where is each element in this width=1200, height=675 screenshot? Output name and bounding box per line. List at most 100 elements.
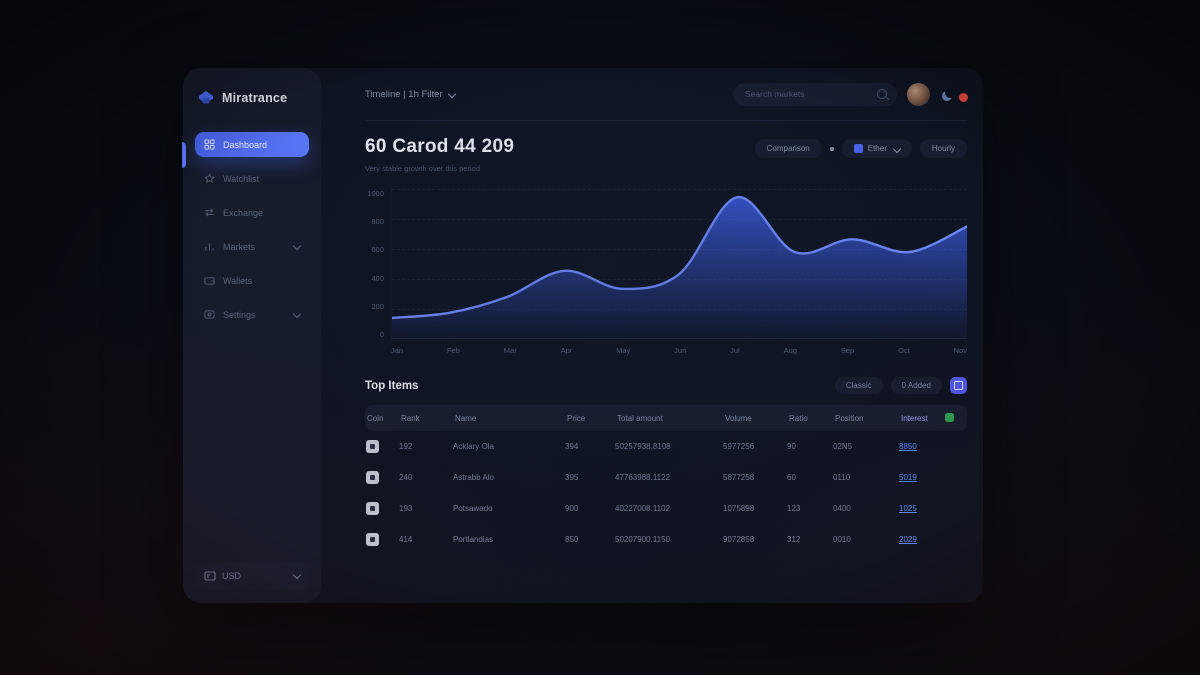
chevron-down-icon [292, 570, 302, 580]
x-tick-label: Apr [560, 346, 573, 355]
balance-section: 60 Carod 44 209 Very stable growth over … [365, 136, 967, 173]
cell-price: 850 [565, 535, 579, 544]
table-row[interactable]: 193 Potsawado 900 40227008.1102 1075898 … [365, 493, 967, 524]
gridline [392, 309, 967, 310]
sidebar: Miratrance Dashboard Watchlist [182, 68, 321, 603]
row-checkbox[interactable] [366, 502, 379, 515]
table-title: Top Items [365, 379, 419, 392]
col-price: Price [567, 413, 586, 423]
cell-position: 0400 [833, 504, 851, 513]
balance-title: 60 Carod 44 209 [365, 136, 515, 157]
interval-button[interactable]: Hourly [919, 139, 967, 158]
sidebar-item-exchange[interactable]: Exchange [195, 200, 309, 225]
sidebar-nav: Dashboard Watchlist Exchange [195, 132, 309, 327]
asset-selector[interactable]: Ether [841, 139, 912, 158]
theme-toggle-icon[interactable] [940, 85, 957, 103]
sidebar-item-label: Wallets [223, 275, 253, 286]
row-link[interactable]: 5019 [899, 473, 917, 482]
row-checkbox[interactable] [366, 533, 379, 546]
col-position: Position [835, 413, 864, 423]
grid-view-button[interactable] [950, 377, 967, 394]
x-tick-label: Feb [446, 346, 460, 355]
x-tick-label: Jul [730, 346, 740, 355]
main-area: Timeline | 1h Filter 60 Carod 44 209 V [321, 68, 983, 603]
chevron-down-icon [447, 89, 456, 99]
timeframe-label: Timeline | 1h Filter [365, 88, 443, 100]
cell-ratio: 90 [787, 442, 796, 451]
row-link[interactable]: 2029 [899, 535, 917, 544]
x-tick-label: May [616, 346, 631, 355]
cell-position: 02N5 [833, 442, 853, 451]
x-tick-label: Mar [503, 346, 517, 355]
cell-volume: 9072858 [723, 535, 755, 544]
sidebar-item-markets[interactable]: Markets [195, 234, 309, 259]
interval-label: Hourly [931, 144, 955, 153]
sidebar-item-dashboard[interactable]: Dashboard [195, 132, 309, 157]
grid-icon [204, 139, 215, 150]
cell-name: Acklary Ola [453, 442, 494, 451]
row-checkbox[interactable] [366, 440, 379, 453]
cell-price: 900 [565, 504, 579, 513]
dashboard-card: Miratrance Dashboard Watchlist [182, 68, 983, 603]
cell-name: Potsawado [453, 504, 493, 513]
sidebar-item-label: Watchlist [223, 173, 260, 184]
search-icon[interactable] [877, 89, 887, 99]
chevron-down-icon [892, 144, 902, 153]
ether-icon [853, 144, 863, 153]
currency-label: USD [222, 571, 242, 581]
y-axis: 1000 800 600 400 200 0 [365, 189, 391, 339]
sidebar-item-label: Markets [223, 241, 256, 252]
grid-view-icon [954, 381, 963, 390]
table-row[interactable]: 192 Acklary Ola 394 50257938.8108 597725… [365, 431, 967, 462]
added-button[interactable]: 0 Added [890, 377, 942, 394]
y-tick-label: 800 [371, 217, 384, 227]
sidebar-item-label: Exchange [223, 207, 264, 218]
chevron-down-icon [292, 309, 302, 318]
sidebar-item-settings[interactable]: Settings [195, 302, 309, 327]
col-amount[interactable]: Total amount [617, 413, 663, 423]
col-volume: Volume [725, 413, 752, 423]
col-ratio: Ratio [789, 413, 808, 423]
search-input[interactable] [743, 88, 877, 100]
logo-icon [197, 90, 215, 106]
row-checkbox[interactable] [366, 471, 379, 484]
balance-subtitle: Very stable growth over this period [365, 164, 481, 173]
notification-badge [957, 91, 970, 104]
cell-amount: 50207900.1150 [615, 535, 671, 544]
cell-volume: 5977256 [723, 442, 755, 451]
wallet-icon [204, 275, 215, 286]
currency-icon [204, 571, 216, 581]
comparison-button[interactable]: Comparison [754, 139, 822, 158]
chart-plot[interactable] [391, 189, 967, 339]
cell-rank: 193 [399, 504, 413, 513]
x-tick-label: Jun [674, 346, 687, 355]
cell-name: Portlandias [453, 535, 494, 544]
x-tick-label: Jan [391, 346, 404, 355]
cell-volume: 1075898 [723, 504, 755, 513]
app-title: Miratrance [222, 91, 288, 105]
x-tick-label: Sep [840, 346, 855, 355]
avatar[interactable] [907, 82, 930, 106]
sidebar-item-watchlist[interactable]: Watchlist [195, 166, 309, 191]
sidebar-item-wallets[interactable]: Wallets [195, 268, 309, 293]
classic-button[interactable]: Classic [834, 377, 883, 394]
row-link[interactable]: 1025 [899, 504, 917, 513]
y-tick-label: 400 [371, 273, 384, 283]
currency-selector[interactable]: USD [195, 563, 309, 589]
chart-section: 1000 800 600 400 200 0 [365, 189, 967, 339]
timeframe-selector[interactable]: Timeline | 1h Filter [365, 88, 456, 100]
asset-label: Ether [867, 144, 887, 153]
cell-amount: 47763988.1122 [615, 473, 671, 482]
row-link[interactable]: 8850 [899, 442, 917, 451]
assets-table: Coin Rank Name Price Total amount Volume… [365, 405, 967, 555]
status-green-icon [945, 412, 954, 422]
x-tick-label: Aug [783, 346, 797, 355]
search-bar [733, 82, 897, 106]
topbar: Timeline | 1h Filter [365, 68, 970, 121]
table-row[interactable]: 240 Astrabb Alo 395 47763988.1122 587725… [365, 462, 967, 493]
balance-area-chart [392, 196, 967, 339]
cell-amount: 50257938.8108 [615, 442, 671, 451]
table-row[interactable]: 414 Portlandias 850 50207900.1150 907285… [365, 524, 967, 555]
y-tick-label: 0 [379, 329, 384, 339]
cell-volume: 5877258 [723, 473, 755, 482]
